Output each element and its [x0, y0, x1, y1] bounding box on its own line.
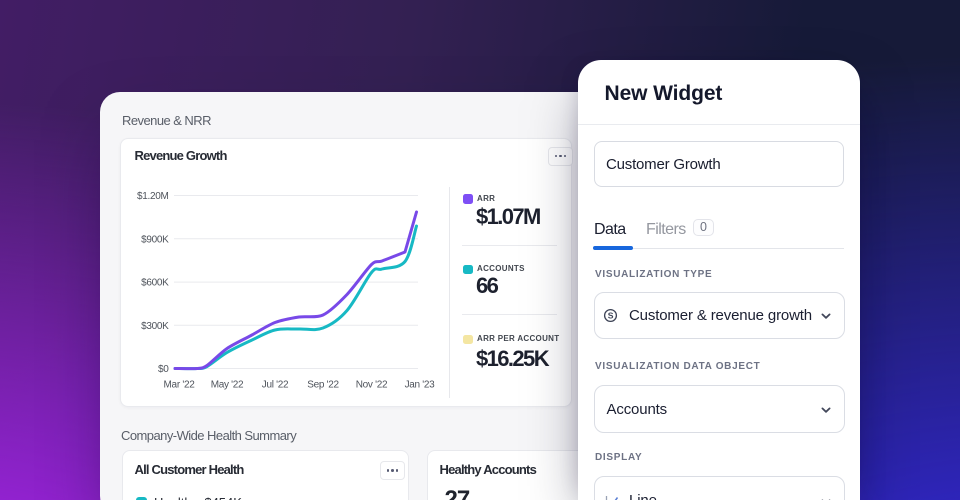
svg-text:May '22: May '22: [211, 379, 244, 390]
svg-text:Mar '22: Mar '22: [164, 379, 196, 390]
svg-text:$900K: $900K: [141, 234, 169, 245]
svg-text:S: S: [608, 310, 614, 320]
svg-text:$0: $0: [158, 364, 169, 375]
svg-text:$300K: $300K: [141, 320, 169, 331]
svg-text:Jan '23: Jan '23: [405, 379, 436, 390]
svg-text:Sep '22: Sep '22: [307, 379, 339, 390]
svg-text:Nov '22: Nov '22: [356, 379, 388, 390]
svg-text:Jul '22: Jul '22: [262, 379, 289, 390]
svg-text:$1.20M: $1.20M: [137, 191, 169, 202]
svg-text:$600K: $600K: [141, 277, 169, 288]
